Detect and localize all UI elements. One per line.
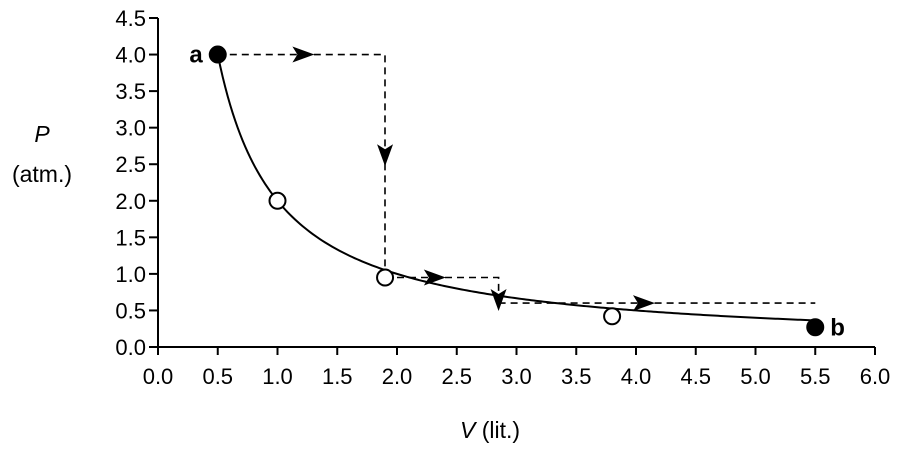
- x-ticks: 0.0 0.5 1.0 1.5 2.0 2.5 3.0 3.5 4.0 4.5 5.0 5.5 6.0: [143, 347, 891, 389]
- y-tick-label: 0.0: [115, 335, 146, 360]
- x-tick-label: 4.0: [621, 364, 652, 389]
- x-axis-title-unit: (lit.): [475, 417, 520, 443]
- x-tick-label: 0.5: [202, 364, 233, 389]
- x-tick-label: 6.0: [860, 364, 891, 389]
- x-tick-label: 1.0: [262, 364, 293, 389]
- point-label-b: b: [830, 314, 845, 341]
- x-tick-label: 3.5: [561, 364, 592, 389]
- arrowhead-right: [632, 295, 655, 312]
- intermediate-point: [603, 307, 622, 326]
- y-axis-title-unit: (atm.): [12, 161, 72, 187]
- y-tick-label: 2.5: [115, 152, 146, 177]
- y-tick-label: 1.0: [115, 262, 146, 287]
- point-label-a: a: [189, 42, 203, 69]
- x-tick-label: 3.0: [501, 364, 532, 389]
- data-points: ab: [189, 42, 845, 342]
- dashed-path: [217, 53, 386, 278]
- y-tick-label: 4.5: [115, 6, 146, 31]
- arrowhead-right: [292, 46, 315, 63]
- intermediate-point: [268, 191, 287, 210]
- state-point-b: [806, 318, 825, 337]
- y-tick-label: 3.5: [115, 79, 146, 104]
- y-ticks: 0.0 0.5 1.0 1.5 2.0 2.5 3.0 3.5 4.0 4.5: [115, 6, 158, 360]
- x-tick-label: 2.5: [441, 364, 472, 389]
- y-tick-label: 4.0: [115, 43, 146, 68]
- x-axis-title: V (lit.): [460, 417, 520, 443]
- x-tick-label: 5.5: [800, 364, 831, 389]
- arrowhead-right: [423, 269, 446, 286]
- x-tick-label: 4.5: [680, 364, 711, 389]
- x-tick-label: 1.5: [322, 364, 353, 389]
- y-tick-label: 1.5: [115, 225, 146, 250]
- y-tick-label: 0.5: [115, 298, 146, 323]
- dashed-path: [385, 276, 500, 304]
- y-tick-label: 3.0: [115, 116, 146, 141]
- isotherm-curve: [216, 54, 816, 322]
- x-axis-title-var: V: [460, 417, 478, 443]
- arrowhead-down: [377, 144, 394, 167]
- x-tick-label: 5.0: [740, 364, 771, 389]
- y-tick-label: 2.0: [115, 189, 146, 214]
- x-tick-label: 0.0: [143, 364, 174, 389]
- y-axis-title-var: P: [34, 121, 50, 147]
- state-point-a: [208, 45, 227, 64]
- intermediate-point: [376, 268, 395, 287]
- arrowhead-down: [490, 289, 507, 312]
- dashed-paths: [217, 46, 816, 312]
- x-tick-label: 2.0: [382, 364, 413, 389]
